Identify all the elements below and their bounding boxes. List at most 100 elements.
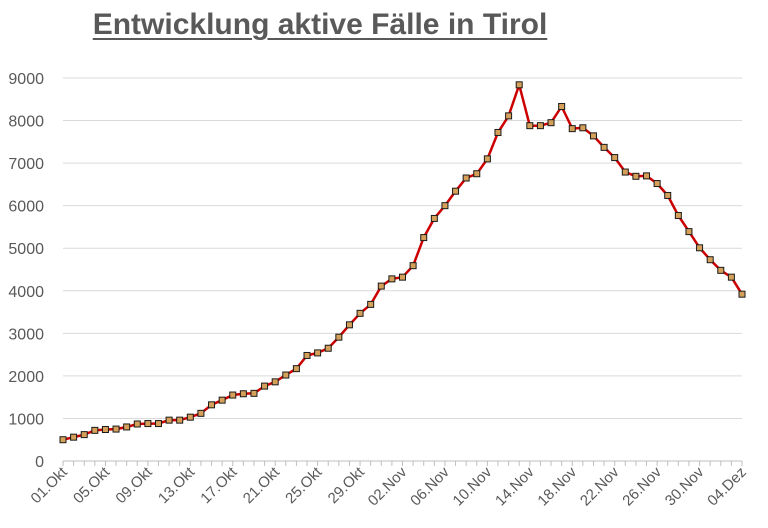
data-point [632, 172, 640, 180]
y-tick-label: 3000 [8, 326, 44, 343]
data-point [239, 390, 247, 398]
data-point [303, 351, 311, 359]
y-tick-label: 0 [35, 454, 44, 471]
data-point [717, 266, 725, 274]
data-point [473, 170, 481, 178]
data-point [154, 420, 162, 428]
data-point [706, 256, 714, 264]
data-point [738, 290, 746, 298]
data-point [271, 378, 279, 386]
x-tick-label: 25.Okt [282, 463, 326, 507]
x-tick-label: 14.Nov [492, 463, 538, 509]
data-point [558, 103, 566, 111]
data-point [653, 180, 661, 188]
x-tick-label: 29.Okt [325, 463, 369, 507]
series-line [62, 83, 744, 441]
data-point [176, 416, 184, 424]
data-point [600, 143, 608, 151]
data-point [282, 371, 290, 379]
data-point [664, 191, 672, 199]
data-point [345, 321, 353, 329]
y-tick-label: 8000 [8, 114, 44, 131]
data-point [420, 234, 428, 242]
data-point [547, 119, 555, 127]
data-point [409, 262, 417, 270]
data-point [367, 300, 375, 308]
data-point [70, 433, 78, 441]
x-tick-label: 17.Okt [197, 463, 241, 507]
data-point [229, 391, 237, 399]
data-point [727, 273, 735, 281]
data-point [59, 436, 67, 444]
data-point [218, 396, 226, 404]
gridlines [63, 77, 742, 419]
data-point [388, 275, 396, 283]
data-point [197, 409, 205, 417]
y-tick-label: 7000 [8, 156, 44, 173]
x-tick-label: 09.Okt [112, 463, 156, 507]
x-tick-label: 10.Nov [450, 463, 496, 509]
y-tick-label: 6000 [8, 199, 44, 216]
y-tick-label: 9000 [8, 71, 44, 88]
data-point [123, 423, 131, 431]
data-point [696, 244, 704, 252]
x-tick-label: 13.Okt [155, 463, 199, 507]
data-point [133, 420, 141, 428]
y-tick-label: 5000 [8, 241, 44, 258]
data-point [324, 344, 332, 352]
data-point [80, 431, 88, 439]
data-point [536, 122, 544, 130]
y-tick-label: 4000 [8, 284, 44, 301]
data-point [377, 282, 385, 290]
y-tick-label: 2000 [8, 369, 44, 386]
data-point [611, 154, 619, 162]
data-point [101, 426, 109, 434]
x-axis [62, 460, 743, 466]
x-tick-label: 18.Nov [534, 463, 580, 509]
data-point [505, 112, 513, 120]
x-tick-label: 02.Nov [365, 463, 411, 509]
data-point [526, 122, 534, 130]
data-point [335, 333, 343, 341]
x-tick-label: 21.Okt [240, 463, 284, 507]
data-point [452, 187, 460, 195]
data-point [356, 309, 364, 317]
data-point [186, 413, 194, 421]
data-point [112, 425, 120, 433]
x-tick-label: 04.Dez [704, 464, 750, 510]
data-point [494, 128, 502, 136]
data-markers [59, 81, 746, 444]
data-point [568, 125, 576, 133]
data-point [292, 365, 300, 373]
data-point [91, 426, 99, 434]
data-point [515, 81, 523, 89]
x-axis-tick-labels: 01.Okt 05.Okt 09.Okt 13.Okt 17.Okt 21.Okt 25.O… [28, 463, 750, 509]
chart-title: Entwicklung aktive Fälle in Tirol [92, 8, 548, 41]
data-point [250, 389, 258, 397]
data-point [441, 202, 449, 210]
data-point [589, 132, 597, 140]
x-tick-label: 05.Okt [70, 463, 114, 507]
data-point [685, 228, 693, 236]
data-point [643, 172, 651, 180]
data-point [430, 214, 438, 222]
y-axis-tick-labels: 0 1000 2000 3000 4000 5000 6000 7000 8000 9000 [8, 71, 44, 471]
data-point [621, 168, 629, 176]
y-tick-label: 1000 [8, 411, 44, 428]
x-tick-label: 06.Nov [407, 463, 453, 509]
data-point [579, 124, 587, 132]
data-point [208, 401, 216, 409]
series-polyline [62, 83, 744, 441]
data-point [144, 420, 152, 428]
x-tick-label: 26.Nov [619, 463, 665, 509]
x-tick-label: 22.Nov [577, 463, 623, 509]
data-point [674, 211, 682, 219]
data-point [165, 416, 173, 424]
data-point [483, 155, 491, 163]
data-point [314, 349, 322, 357]
x-tick-label: 30.Nov [662, 463, 708, 509]
data-point [261, 382, 269, 390]
data-point [399, 273, 406, 281]
